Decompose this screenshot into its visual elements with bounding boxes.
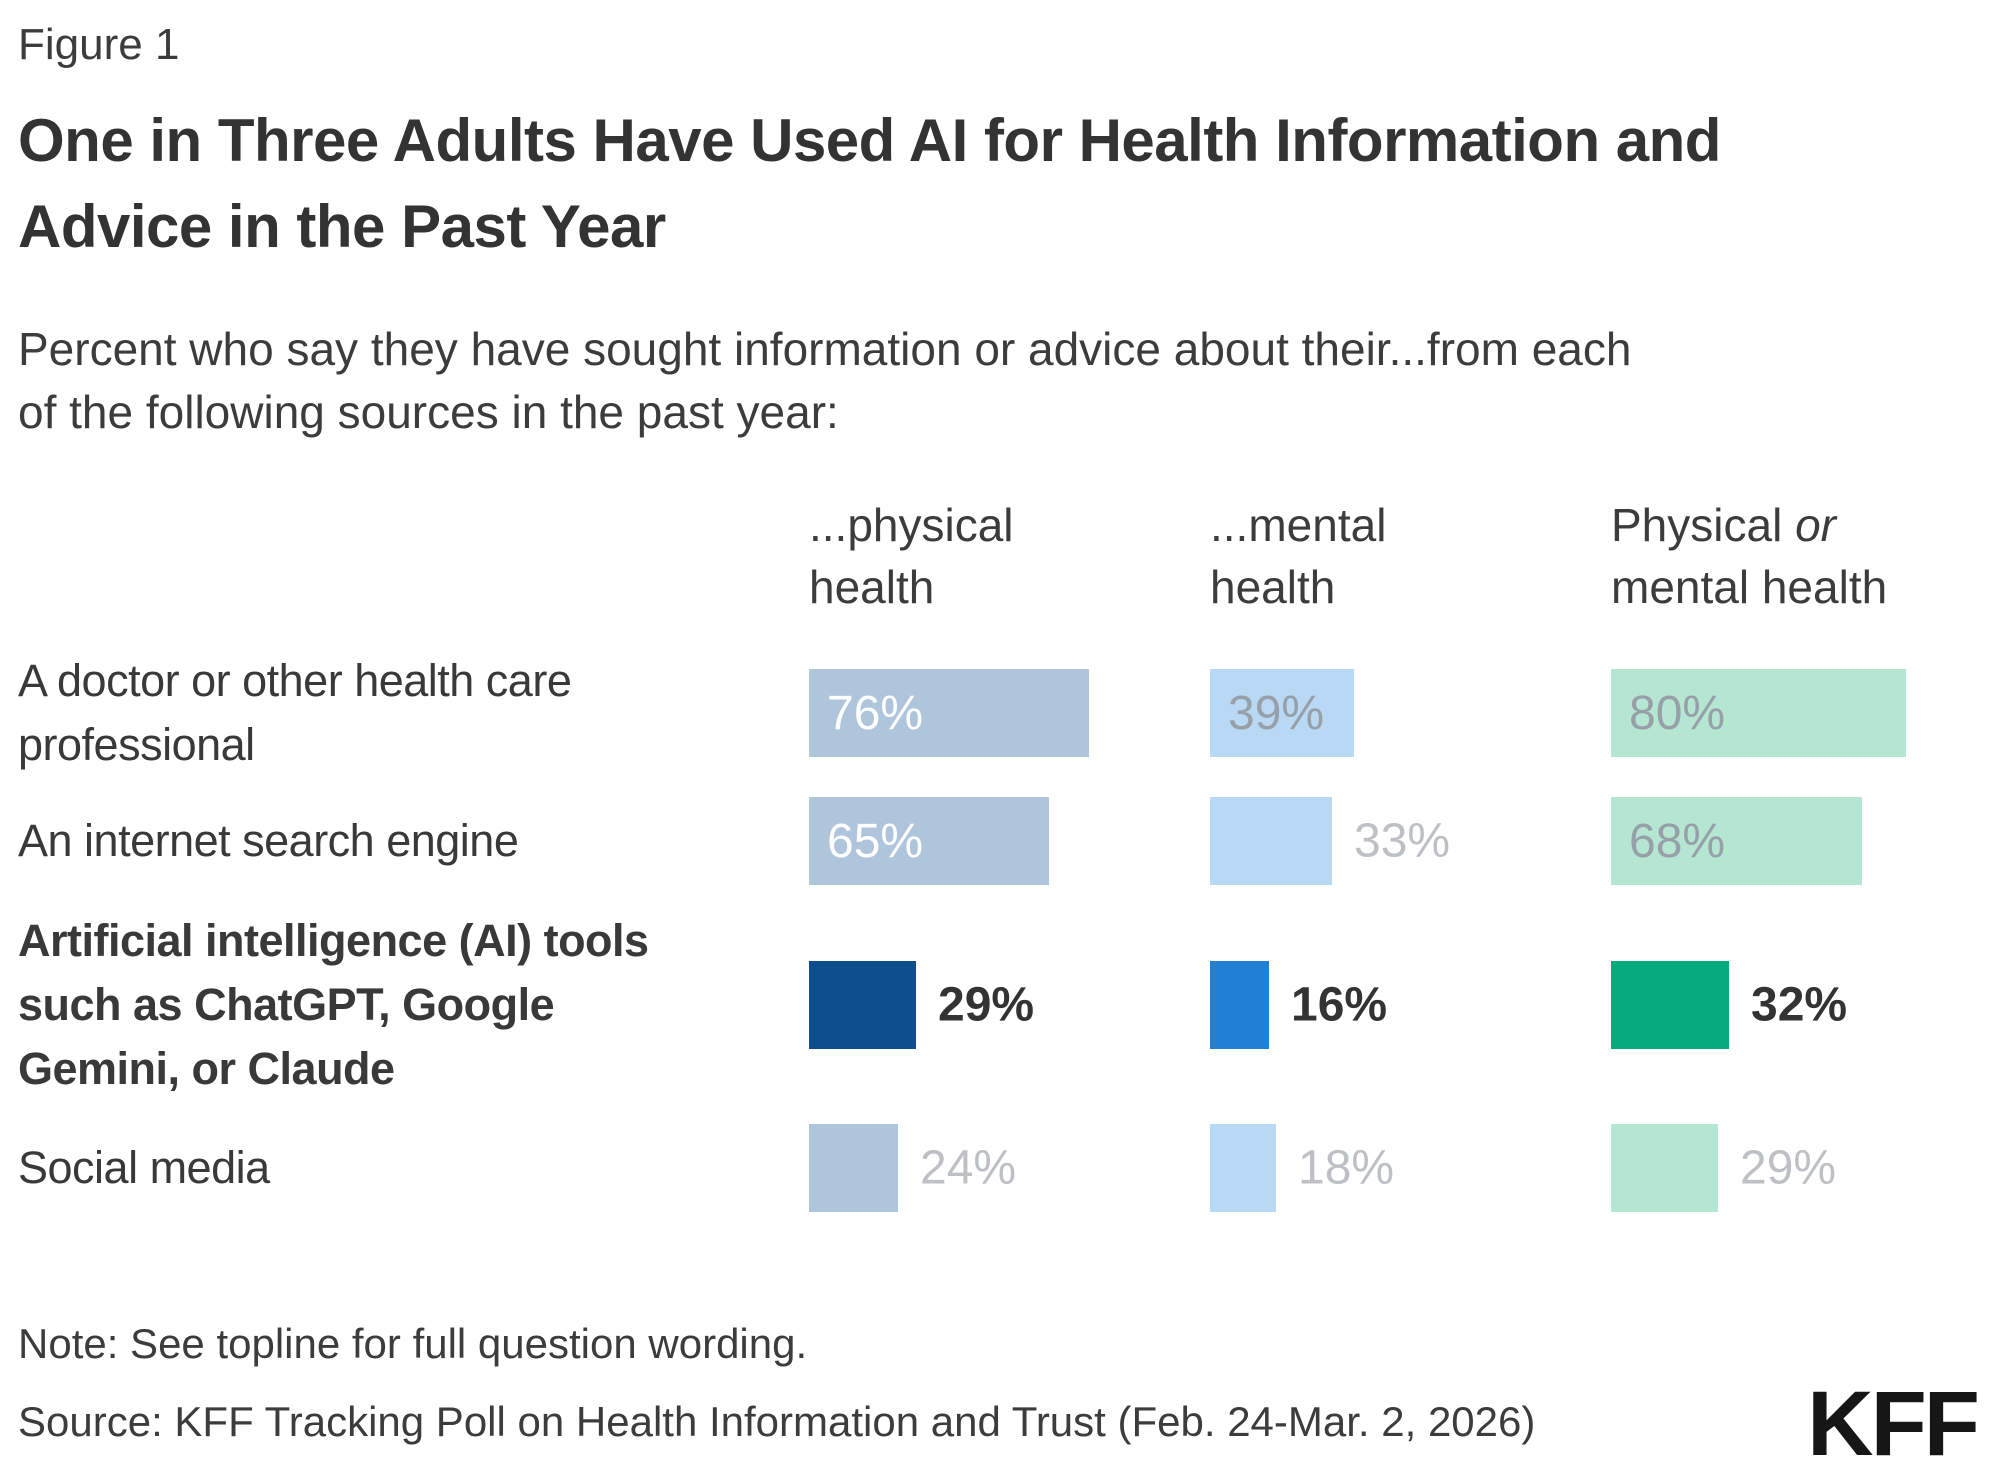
column-header-text: health [809,561,935,613]
value-label-social-media-physical-health: 24% [920,1141,1017,1195]
kff-logo: KFF [1807,1373,1980,1475]
column-header-mental-health: ...mental health [1210,494,1386,618]
chart-title-line1: One in Three Adults Have Used AI for Hea… [18,107,1721,174]
chart-row-social-media: Social media 24% 18% 29% [0,1124,1999,1212]
row-label-search-engine: An internet search engine [18,809,519,873]
column-header-physical-health: ...physical health [809,494,1014,618]
chart-subtitle-line2: of the following sources in the past yea… [18,386,839,438]
row-label-line: A doctor or other health care [18,655,572,706]
bar-search-engine-mental-health [1210,797,1332,885]
row-label-doctor: A doctor or other health care professiona… [18,649,572,777]
row-label-line: Social media [18,1142,270,1193]
row-label-line: such as ChatGPT, Google [18,979,555,1030]
row-label-line: Artificial intelligence (AI) tools [18,915,649,966]
chart-row-doctor: A doctor or other health care professiona… [0,655,1999,770]
bar-ai-tools-physical-health [809,961,916,1049]
chart-row-ai-tools: Artificial intelligence (AI) tools such a… [0,915,1999,1094]
row-label-line: An internet search engine [18,815,519,866]
chart-subtitle: Percent who say they have sought informa… [18,318,1631,444]
column-header-physical-or-mental-health: Physical or mental health [1611,494,1887,618]
value-label-search-engine-physical-or-mental-health: 68% [1629,814,1726,868]
chart-title-line2: Advice in the Past Year [18,193,666,260]
row-label-ai-tools: Artificial intelligence (AI) tools such a… [18,909,649,1101]
value-label-search-engine-physical-health: 65% [827,814,924,868]
bar-doctor-mental-health: 39% [1210,669,1354,757]
bar-ai-tools-mental-health [1210,961,1269,1049]
value-label-social-media-physical-or-mental-health: 29% [1740,1141,1837,1195]
bar-doctor-physical-or-mental-health: 80% [1611,669,1906,757]
bar-social-media-physical-or-mental-health [1611,1124,1718,1212]
value-label-doctor-physical-health: 76% [827,686,924,740]
row-label-social-media: Social media [18,1136,270,1200]
value-label-ai-tools-physical-or-mental-health: 32% [1751,978,1848,1032]
row-label-line: professional [18,719,255,770]
chart-row-search-engine: An internet search engine 65% 33% 68% [0,797,1999,885]
note-text: Note: See topline for full question word… [18,1320,808,1367]
source-text: Source: KFF Tracking Poll on Health Info… [18,1398,1536,1445]
bar-search-engine-physical-or-mental-health: 68% [1611,797,1862,885]
bar-social-media-physical-health [809,1124,898,1212]
column-header-text: Physical [1611,499,1796,551]
value-label-search-engine-mental-health: 33% [1354,814,1451,868]
bar-doctor-physical-health: 76% [809,669,1089,757]
value-label-social-media-mental-health: 18% [1298,1141,1395,1195]
column-header-text: ...physical [809,499,1014,551]
chart-subtitle-line1: Percent who say they have sought informa… [18,323,1632,375]
column-header-text: ...mental [1210,499,1387,551]
value-label-doctor-physical-or-mental-health: 80% [1629,686,1726,740]
bar-search-engine-physical-health: 65% [809,797,1049,885]
column-header-text: mental health [1611,561,1888,613]
bar-ai-tools-physical-or-mental-health [1611,961,1729,1049]
column-header-italic-text: or [1795,499,1836,551]
chart-title: One in Three Adults Have Used AI for Hea… [18,98,1721,270]
value-label-doctor-mental-health: 39% [1228,686,1325,740]
bar-social-media-mental-health [1210,1124,1276,1212]
figure-label: Figure 1 [18,20,180,69]
column-header-text: health [1210,561,1336,613]
value-label-ai-tools-physical-health: 29% [938,978,1035,1032]
value-label-ai-tools-mental-health: 16% [1291,978,1388,1032]
row-label-line: Gemini, or Claude [18,1043,395,1094]
